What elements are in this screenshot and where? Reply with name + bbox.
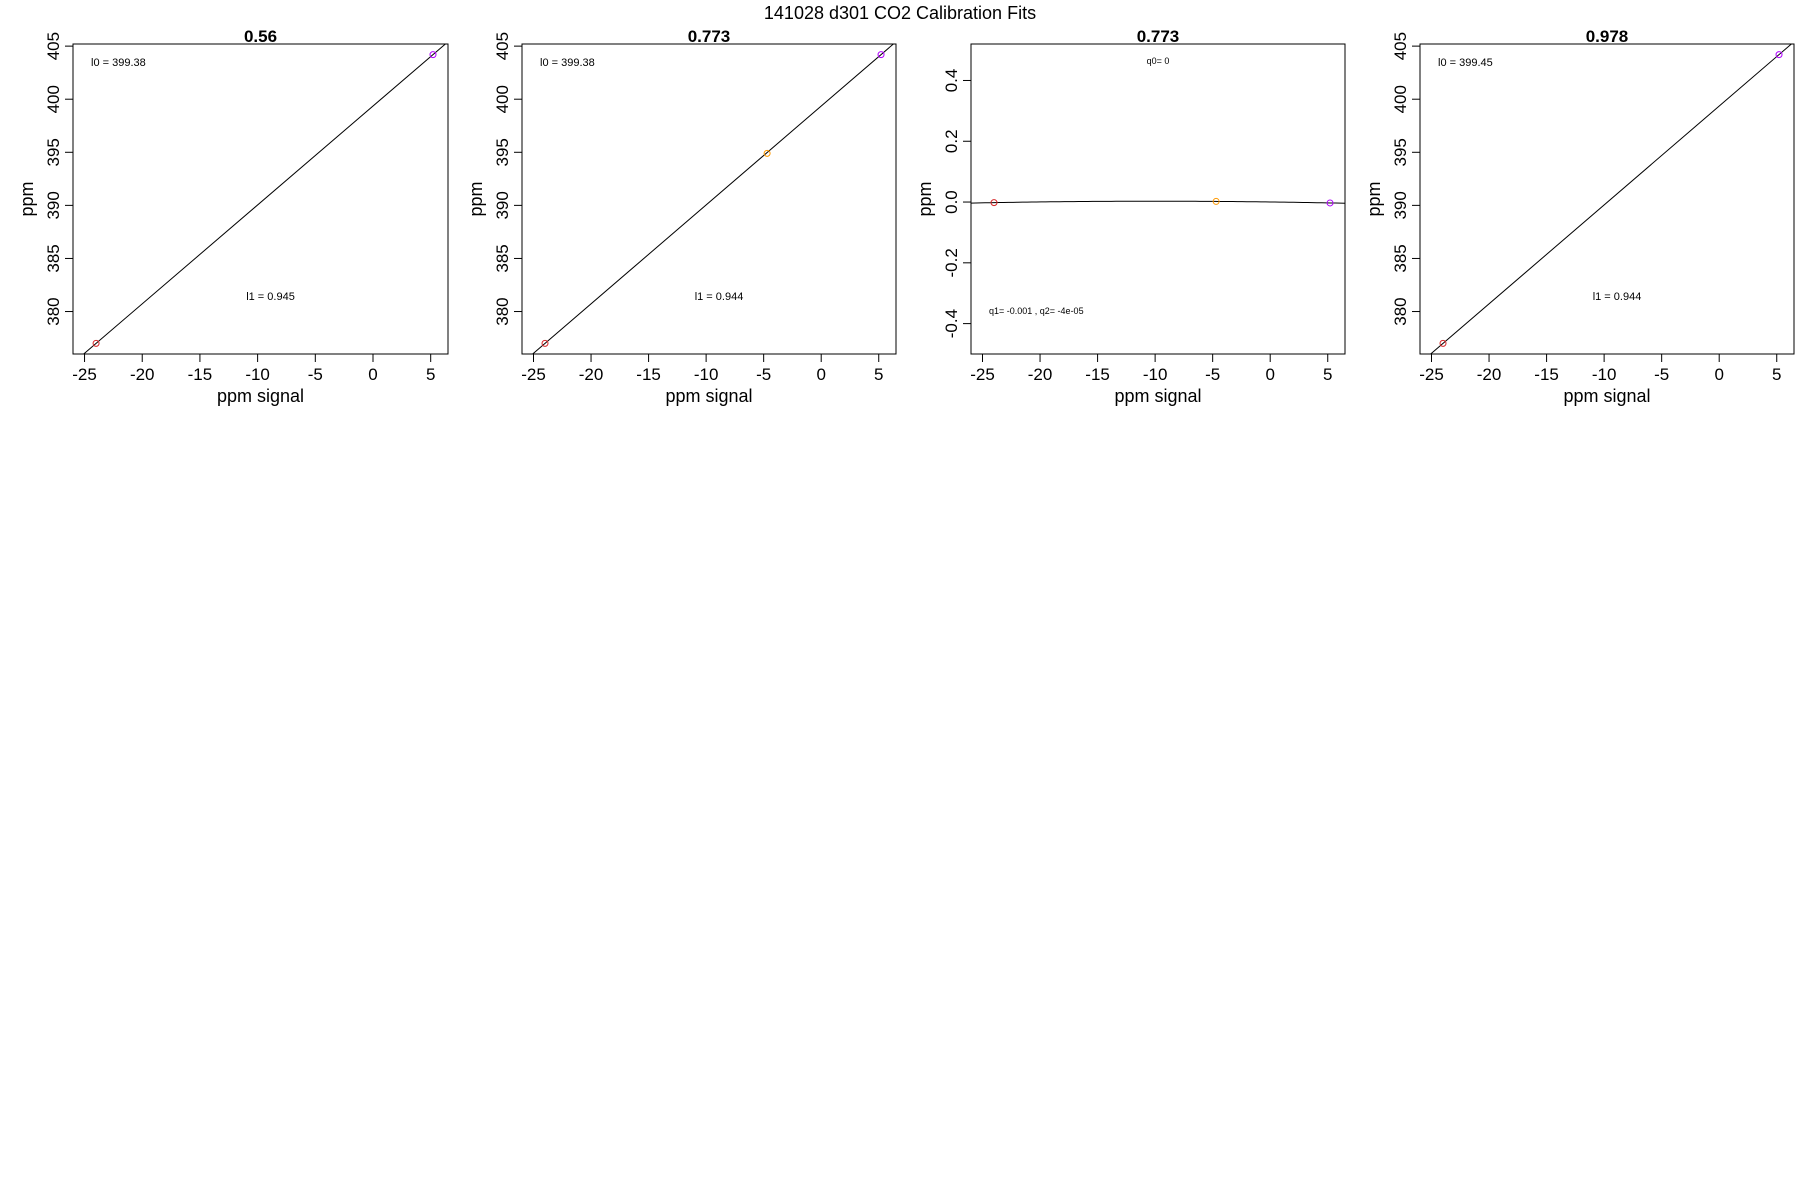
fit-line: [1429, 44, 1793, 354]
data-point: [990, 199, 998, 207]
data-point: [1212, 197, 1220, 205]
y-tick-label: 390: [44, 191, 63, 219]
fit-slope-label: l1 = 0.945: [246, 291, 295, 303]
panel-title: 0.978: [1586, 27, 1629, 46]
y-tick-label: 380: [493, 297, 512, 325]
x-tick-label: -25: [1419, 365, 1444, 384]
x-tick-label: -25: [521, 365, 546, 384]
fit-curve: [971, 200, 1345, 204]
x-tick-label: 0: [1265, 365, 1274, 384]
panel-2: 0.773 -25 -20 -15 -10 -5 0 5 ppm signal 380 385 390…: [466, 27, 897, 406]
x-tick-label: -5: [1654, 365, 1669, 384]
x-axis-label: ppm signal: [217, 386, 304, 406]
fit-group: [1429, 44, 1793, 354]
y-tick-label: 385: [44, 244, 63, 272]
data-point: [429, 51, 437, 59]
fit-slope-label: l1 = 0.944: [695, 291, 744, 303]
fit-line: [531, 44, 895, 354]
x-tick-label: -5: [308, 365, 323, 384]
x-tick-label: 0: [816, 365, 825, 384]
y-axis-label: ppm: [466, 181, 486, 216]
x-tick-label: -20: [579, 365, 604, 384]
data-point: [92, 339, 100, 347]
y-tick-label: 400: [493, 85, 512, 113]
x-tick-label: 5: [1772, 365, 1781, 384]
x-tick-label: -10: [245, 365, 270, 384]
x-tick-label: -5: [756, 365, 771, 384]
x-tick-label: -10: [1592, 365, 1617, 384]
x-tick-label: -15: [1085, 365, 1110, 384]
x-tick-label: -15: [188, 365, 213, 384]
y-tick-label: 395: [1391, 138, 1410, 166]
y-tick-label: 0.4: [942, 69, 961, 93]
data-point: [1326, 199, 1334, 207]
x-tick-label: -25: [72, 365, 97, 384]
x-tick-label: 5: [426, 365, 435, 384]
x-tick-label: -20: [130, 365, 155, 384]
panel-1: 0.56 -25 -20 -15 -10 -5 0 5 ppm signal 380 385 390 3…: [17, 27, 449, 406]
data-point: [1775, 51, 1783, 59]
y-tick-label: 385: [1391, 244, 1410, 272]
data-point: [763, 149, 771, 157]
y-tick-label: 385: [493, 244, 512, 272]
fit-intercept-label: l0 = 399.38: [540, 57, 595, 69]
y-tick-label: 405: [44, 32, 63, 60]
x-tick-label: -15: [636, 365, 661, 384]
y-tick-label: 390: [1391, 191, 1410, 219]
y-tick-label: 380: [44, 297, 63, 325]
y-tick-label: 0.2: [942, 129, 961, 153]
y-axis-label: ppm: [1364, 181, 1384, 216]
x-tick-label: -10: [694, 365, 719, 384]
data-point: [1439, 339, 1447, 347]
fit-intercept-label: l0 = 399.45: [1438, 57, 1493, 69]
fit-line: [82, 44, 447, 354]
y-tick-label: 405: [493, 32, 512, 60]
x-tick-label: -25: [970, 365, 995, 384]
y-tick-label: 395: [493, 138, 512, 166]
x-tick-label: -10: [1143, 365, 1168, 384]
panel-3: 0.773 -25 -20 -15 -10 -5 0 5 ppm signal -0.4 -0.2 0…: [915, 27, 1346, 406]
y-tick-label: 390: [493, 191, 512, 219]
y-tick-label: -0.4: [942, 309, 961, 338]
x-axis-label: ppm signal: [1563, 386, 1650, 406]
data-point: [877, 51, 885, 59]
fit-q1-q2-label: q1= -0.001 , q2= -4e-05: [989, 306, 1084, 316]
x-axis-label: ppm signal: [665, 386, 752, 406]
fit-group: [531, 44, 895, 354]
figure-title: 141028 d301 CO2 Calibration Fits: [764, 3, 1036, 23]
panel-4: 0.978 -25 -20 -15 -10 -5 0 5 ppm signal 380 385 390…: [1364, 27, 1795, 406]
panel-title: 0.773: [1137, 27, 1180, 46]
data-point: [541, 339, 549, 347]
x-tick-label: -20: [1028, 365, 1053, 384]
y-tick-label: 395: [44, 138, 63, 166]
x-tick-label: 0: [368, 365, 377, 384]
fit-slope-label: l1 = 0.944: [1593, 291, 1642, 303]
y-tick-label: 0.0: [942, 190, 961, 214]
y-axis-label: ppm: [17, 181, 37, 216]
panel-title: 0.56: [244, 27, 277, 46]
y-tick-label: -0.2: [942, 248, 961, 277]
panels-container: 0.56 -25 -20 -15 -10 -5 0 5 ppm signal 380 385 390 3…: [17, 27, 1795, 406]
x-tick-label: 5: [874, 365, 883, 384]
fit-group: [82, 44, 447, 354]
y-tick-label: 400: [1391, 85, 1410, 113]
fit-q0-label: q0= 0: [1147, 56, 1170, 66]
x-tick-label: -15: [1534, 365, 1559, 384]
y-axis-label: ppm: [915, 181, 935, 216]
x-tick-label: 5: [1323, 365, 1332, 384]
x-tick-label: -20: [1477, 365, 1502, 384]
fit-intercept-label: l0 = 399.38: [91, 57, 146, 69]
y-tick-label: 400: [44, 85, 63, 113]
fit-group: [971, 200, 1345, 204]
x-tick-label: -5: [1205, 365, 1220, 384]
y-tick-label: 405: [1391, 32, 1410, 60]
panel-title: 0.773: [688, 27, 731, 46]
y-tick-label: 380: [1391, 297, 1410, 325]
x-axis-label: ppm signal: [1114, 386, 1201, 406]
x-tick-label: 0: [1714, 365, 1723, 384]
